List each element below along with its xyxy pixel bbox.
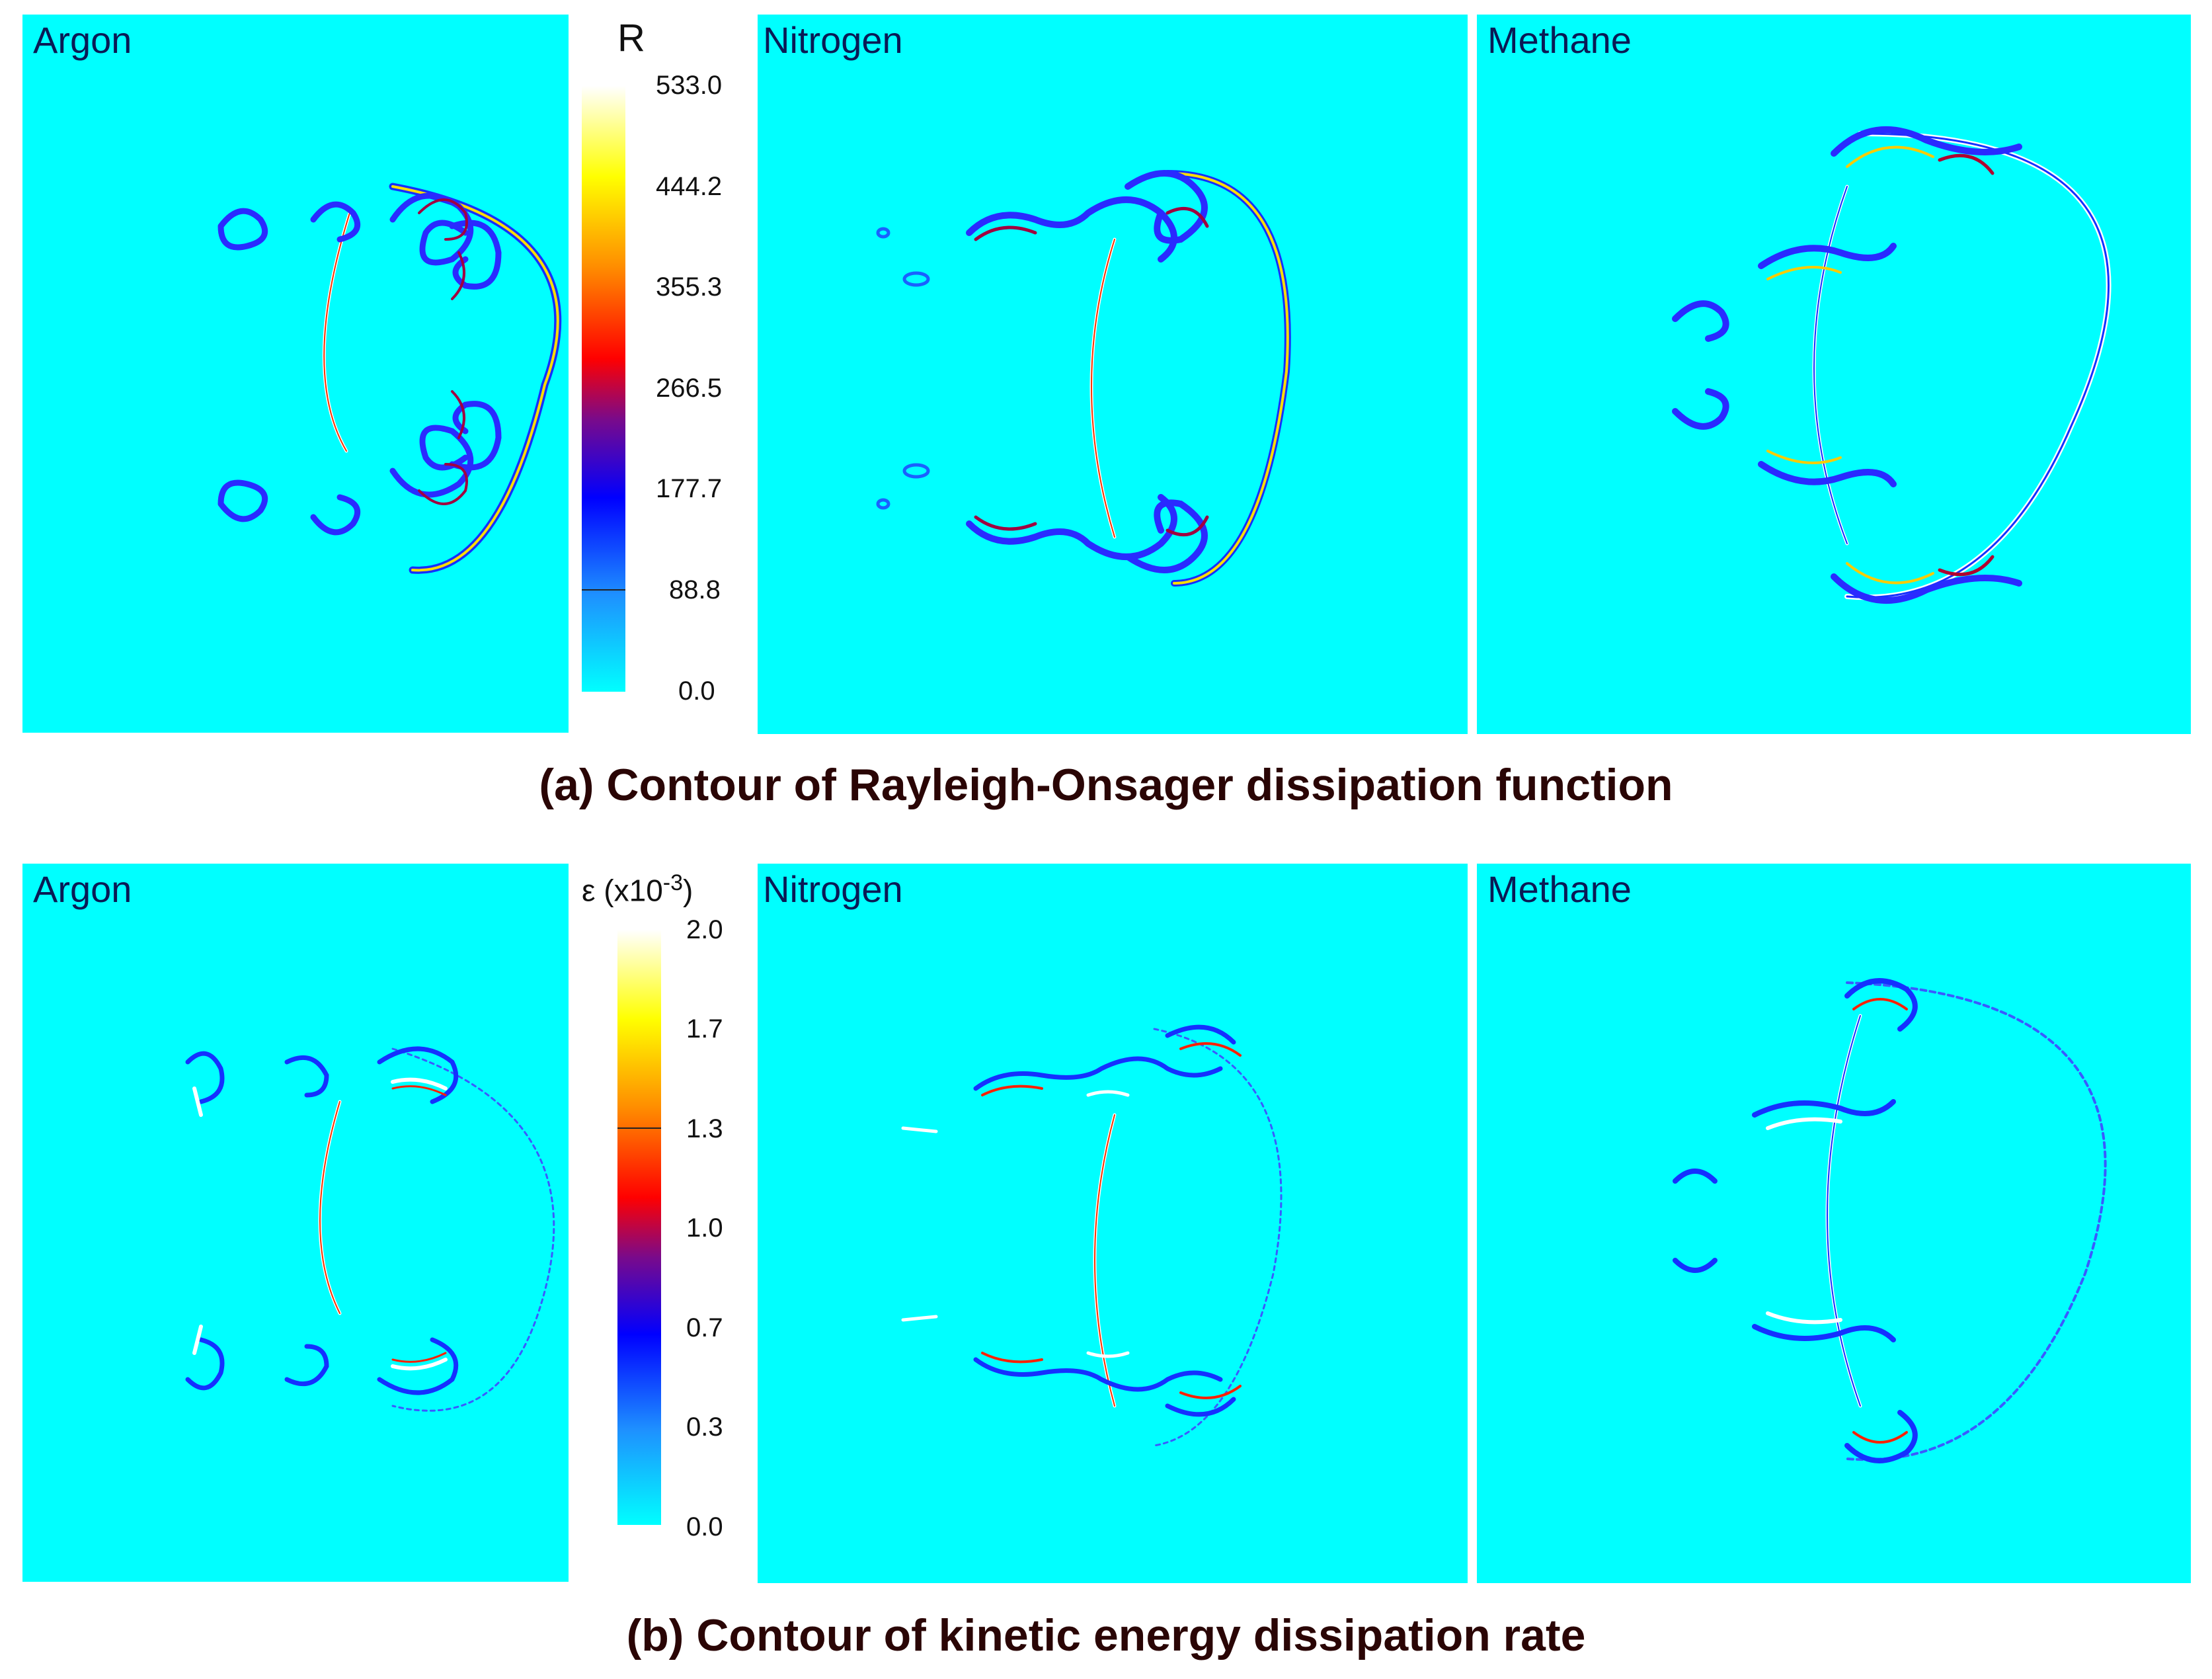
panel-a-methane: Methane — [1477, 15, 2191, 734]
colorbar-tick: 177.7 — [656, 474, 723, 503]
panel-label: Nitrogen — [763, 19, 903, 61]
colorbar-title: R — [617, 17, 645, 60]
colorbar-tick: 266.5 — [656, 374, 723, 403]
contour-plot — [1672, 126, 2112, 604]
panel-a-argon: Argon — [22, 15, 569, 733]
colorbar-gradient — [582, 86, 625, 692]
contour-plot — [876, 170, 1291, 587]
caption-a: (a) Contour of Rayleigh-Onsager dissipat… — [539, 760, 1673, 810]
colorbar-title-close: ) — [683, 873, 693, 908]
colorbar-tick: 1.0 — [686, 1213, 723, 1243]
colorbar-title-exponent: -3 — [662, 870, 684, 895]
colorbar-tick: 1.3 — [686, 1114, 723, 1143]
colorbar-tick: 0.0 — [678, 676, 715, 706]
panel-b-methane: Methane — [1477, 864, 2191, 1583]
caption-b: (b) Contour of kinetic energy dissipatio… — [626, 1610, 1586, 1660]
colorbar-tick: 2.0 — [686, 915, 723, 944]
colorbar-tick: 88.8 — [669, 575, 721, 604]
contour-plot — [901, 1024, 1283, 1447]
colorbar-r: R 533.0 444.2 355.3 266.5 177.7 88.8 0.0 — [582, 13, 767, 714]
colorbar-tick: 533.0 — [656, 71, 723, 100]
colorbar-tick: 0.0 — [686, 1512, 723, 1541]
colorbar-title-symbol: ε (x10 — [582, 873, 663, 908]
colorbar-title: ε (x10-3) — [582, 870, 693, 908]
panel-b-argon: Argon — [22, 864, 569, 1582]
panel-label: Methane — [1487, 868, 1632, 910]
panel-a-nitrogen: Nitrogen — [758, 15, 1468, 734]
colorbar-tick: 0.3 — [686, 1413, 723, 1442]
panel-label: Nitrogen — [763, 868, 903, 910]
panel-label: Argon — [33, 868, 132, 910]
contour-plot — [217, 183, 562, 574]
panel-b-nitrogen: Nitrogen — [758, 864, 1468, 1583]
colorbar-tick: 0.7 — [686, 1313, 723, 1342]
contour-plot — [1673, 978, 2107, 1463]
colorbar-tick: 355.3 — [656, 272, 723, 302]
colorbar-epsilon: ε (x10-3) 2.0 1.7 1.3 1.0 0.7 0.3 0.0 — [582, 866, 767, 1541]
colorbar-tick: 444.2 — [656, 172, 723, 201]
panel-label: Methane — [1487, 19, 1632, 61]
panel-label: Argon — [33, 19, 132, 61]
contour-plot — [185, 1046, 555, 1412]
colorbar-tick: 1.7 — [686, 1014, 723, 1044]
colorbar-gradient — [617, 930, 661, 1525]
